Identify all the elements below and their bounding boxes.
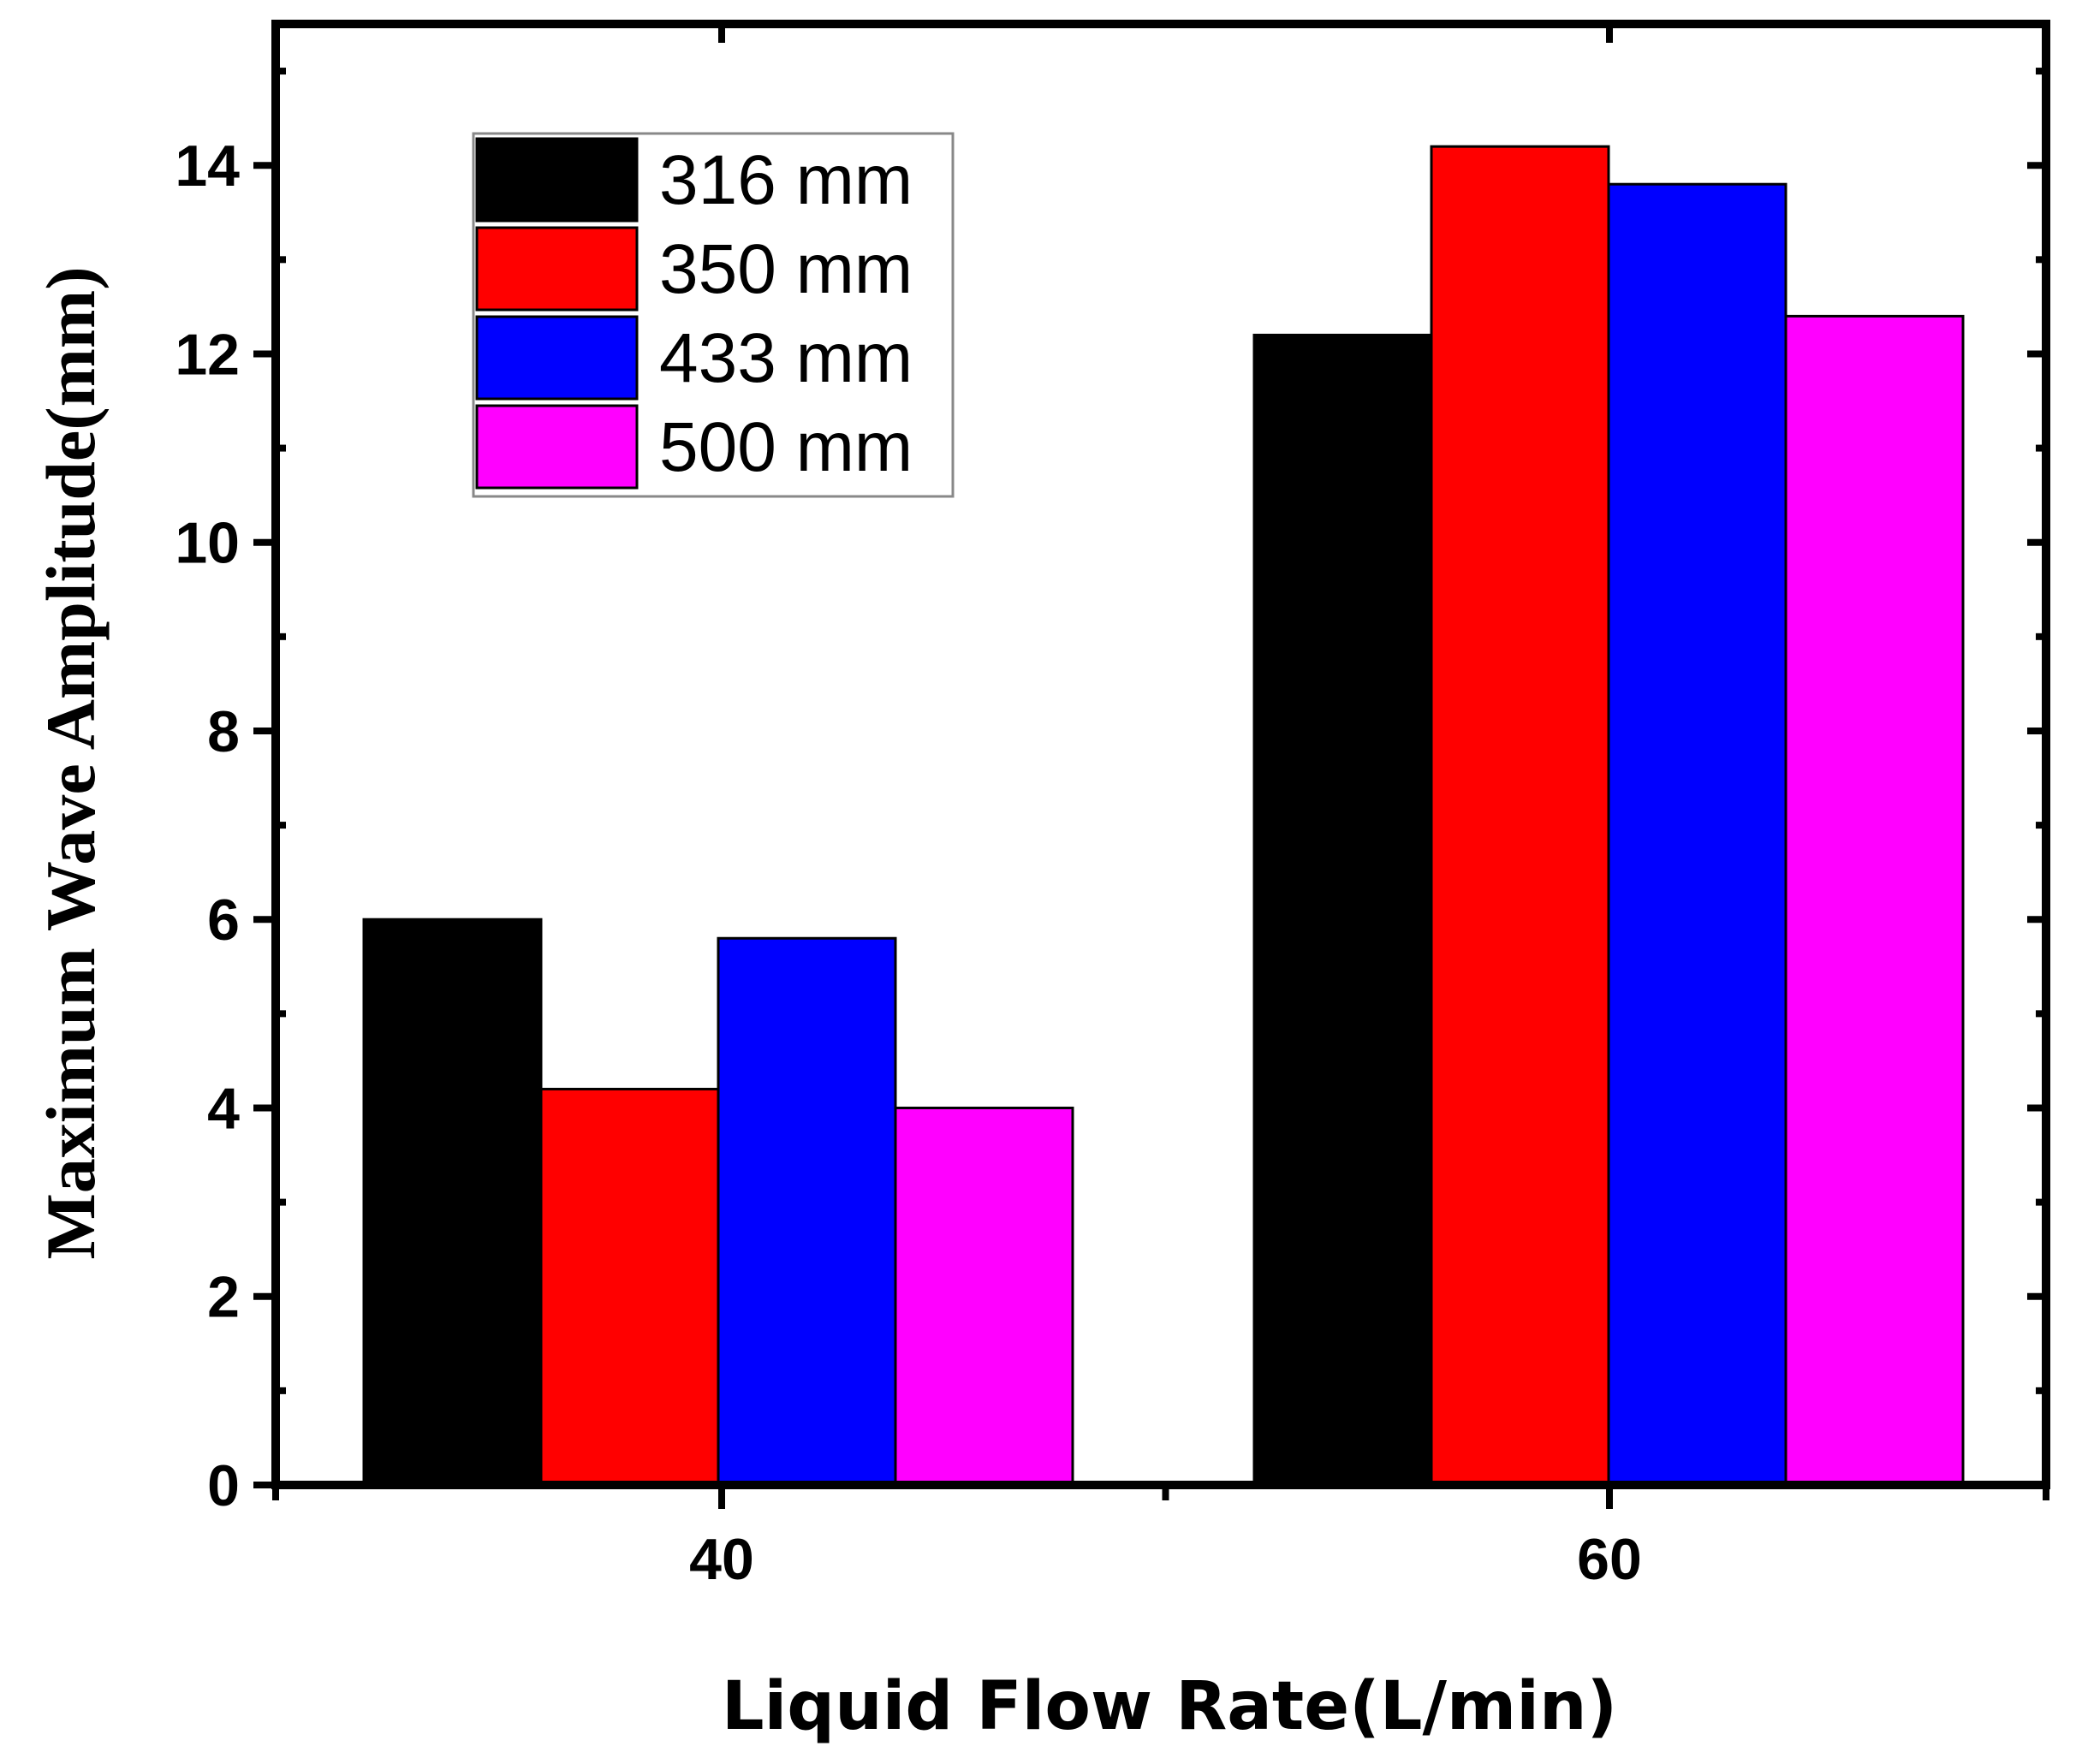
- x-axis: 40 60: [272, 24, 2049, 1592]
- bar-316mm-60: [1252, 333, 1433, 1487]
- legend-swatch: [475, 137, 639, 223]
- legend: 316 mm 350 mm 433 mm 500 mm: [472, 132, 955, 498]
- bar-350mm-40: [539, 1087, 720, 1487]
- y-tick-label: 14: [175, 134, 240, 199]
- legend-label: 316 mm: [659, 141, 913, 219]
- bar-500mm-60: [1784, 314, 1965, 1487]
- legend-label: 433 mm: [659, 319, 913, 397]
- legend-label: 500 mm: [659, 408, 913, 486]
- bar-500mm-40: [894, 1106, 1074, 1487]
- y-tick-label: 12: [175, 322, 240, 387]
- y-axis: 0 2 4 6 8 10 12 14: [175, 68, 2046, 1518]
- bar-316mm-40: [362, 918, 543, 1487]
- plot-frame: [271, 20, 2050, 1489]
- bar-433mm-40: [717, 936, 897, 1487]
- x-tick-label: 40: [689, 1527, 754, 1592]
- bar-350mm-60: [1430, 145, 1610, 1487]
- bars-group: [362, 145, 1965, 1487]
- y-tick-label: 4: [207, 1076, 240, 1141]
- legend-swatch: [475, 226, 639, 312]
- legend-swatch: [475, 315, 639, 401]
- legend-label: 350 mm: [659, 230, 913, 308]
- x-axis-title: Liquid Flow Rate(L/min): [722, 1668, 1617, 1745]
- y-tick-label: 8: [207, 699, 240, 764]
- y-tick-label: 10: [175, 511, 240, 576]
- y-tick-label: 6: [207, 888, 240, 953]
- x-tick-label: 60: [1577, 1527, 1642, 1592]
- legend-swatch: [475, 404, 639, 490]
- y-tick-label: 2: [207, 1265, 240, 1330]
- bar-433mm-60: [1607, 182, 1788, 1487]
- y-axis-title: Maximum Wave Amplitude(mm): [32, 266, 110, 1259]
- y-tick-label: 0: [207, 1453, 240, 1518]
